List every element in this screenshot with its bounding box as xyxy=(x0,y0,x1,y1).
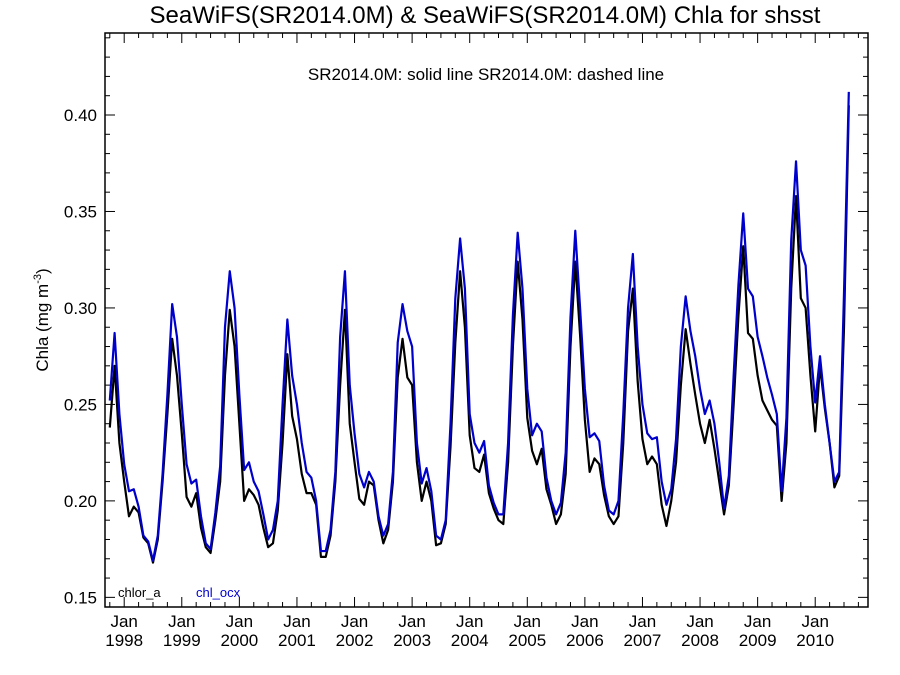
y-axis-label-superscript: -3 xyxy=(32,274,44,284)
x-tick-label-month: Jan xyxy=(398,612,425,631)
x-tick-label-month: Jan xyxy=(571,612,598,631)
x-tick-label-year: 2005 xyxy=(508,631,546,650)
legend-label-chl-ocx: chl_ocx xyxy=(196,585,241,600)
series-line-chl-ocx xyxy=(108,91,850,562)
legend: chlor_a chl_ocx xyxy=(118,585,241,600)
y-axis-label-main: Chla (mg m xyxy=(33,284,52,372)
x-tick-label-year: 2010 xyxy=(796,631,834,650)
y-tick-label: 0.30 xyxy=(64,299,97,318)
x-tick-label-month: Jan xyxy=(744,612,771,631)
x-tick-label-month: Jan xyxy=(514,612,541,631)
x-tick-label-year: 2002 xyxy=(336,631,374,650)
y-tick-label: 0.40 xyxy=(64,106,97,125)
y-tick-label: 0.25 xyxy=(64,395,97,414)
chart-title: SeaWiFS(SR2014.0M) & SeaWiFS(SR2014.0M) … xyxy=(150,2,821,29)
x-tick-label-month: Jan xyxy=(629,612,656,631)
x-tick-label-month: Jan xyxy=(341,612,368,631)
series-layer xyxy=(108,91,850,564)
x-tick-label-month: Jan xyxy=(110,612,137,631)
x-tick-label-year: 2003 xyxy=(393,631,431,650)
y-axis-ticks: 0.15 0.20 0.25 0.30 0.35 0.40 xyxy=(64,37,868,607)
x-tick-label-month: Jan xyxy=(226,612,253,631)
x-tick-label-month: Jan xyxy=(686,612,713,631)
x-tick-label-month: Jan xyxy=(168,612,195,631)
x-tick-label-month: Jan xyxy=(802,612,829,631)
chart-subtitle: SR2014.0M: solid line SR2014.0M: dashed … xyxy=(308,65,664,84)
x-tick-label-year: 2000 xyxy=(220,631,258,650)
legend-label-chlor-a: chlor_a xyxy=(118,585,161,600)
x-tick-label-month: Jan xyxy=(456,612,483,631)
x-tick-label-month: Jan xyxy=(283,612,310,631)
x-tick-label-year: 2007 xyxy=(624,631,662,650)
x-tick-label-year: 2008 xyxy=(681,631,719,650)
y-tick-label: 0.15 xyxy=(64,588,97,607)
plot-frame xyxy=(104,32,869,608)
x-tick-label-year: 2009 xyxy=(739,631,777,650)
y-axis-label: Chla (mg m-3) xyxy=(32,268,52,371)
x-tick-label-year: 2004 xyxy=(451,631,489,650)
y-tick-label: 0.35 xyxy=(64,202,97,221)
x-tick-label-year: 2001 xyxy=(278,631,316,650)
x-tick-label-year: 2006 xyxy=(566,631,604,650)
y-axis-label-close: ) xyxy=(33,268,52,274)
x-tick-label-year: 1998 xyxy=(105,631,143,650)
x-axis-ticks: Jan1998Jan1999Jan2000Jan2001Jan2002Jan20… xyxy=(105,33,859,650)
series-line-chlor-a xyxy=(108,105,850,564)
x-tick-label-year: 1999 xyxy=(163,631,201,650)
y-tick-label: 0.20 xyxy=(64,492,97,511)
